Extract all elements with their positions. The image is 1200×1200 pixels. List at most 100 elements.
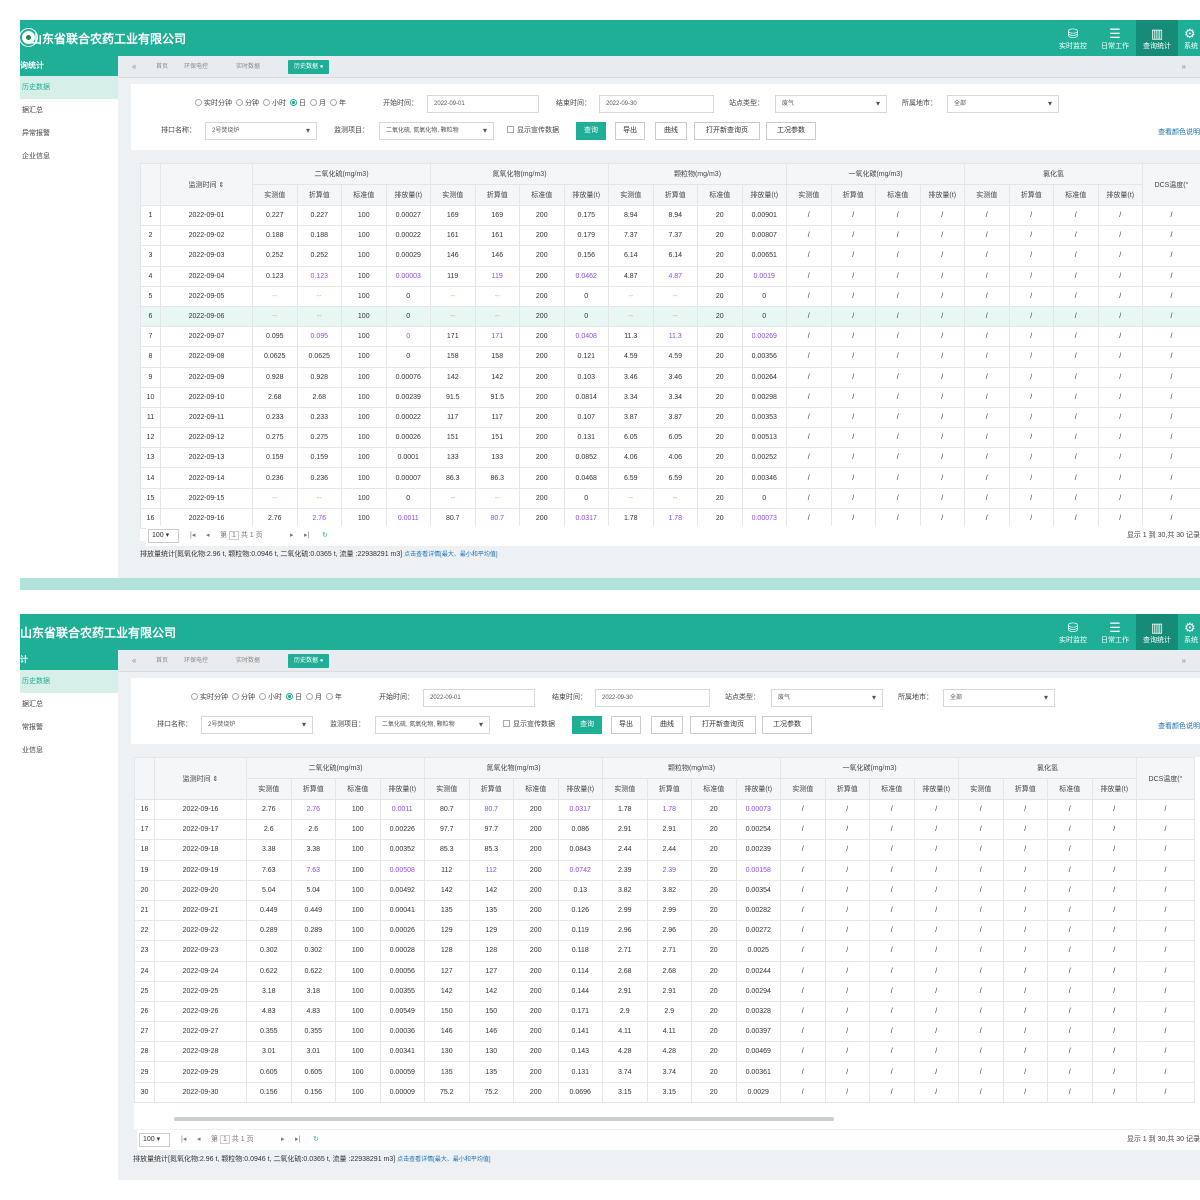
curve-button[interactable]: 曲线 — [651, 716, 683, 734]
table-row[interactable]: 20 2022-09-20 5.04 5.04 100 0.00492 142 142 200 0… — [134, 879, 1195, 901]
sidebar-item[interactable]: 据汇总 — [22, 107, 43, 114]
query-button[interactable]: 查询 — [572, 716, 602, 734]
monitor-items-select[interactable]: 二氧化硫, 氮氧化物, 颗粒物 — [375, 716, 490, 734]
sidebar-item[interactable]: 历史数据 — [20, 670, 118, 693]
table-row[interactable]: 10 2022-09-10 2.68 2.68 100 0.00239 91.5 91.5 20… — [140, 386, 1200, 408]
first-page-icon[interactable]: |◂ — [181, 1136, 187, 1143]
stats-detail-link[interactable]: 点击查看详情[最大、最小和平均值] — [397, 1157, 491, 1163]
table-row[interactable]: 12 2022-09-12 0.275 0.275 100 0.00026 151 151 20… — [140, 427, 1200, 449]
table-row[interactable]: 22 2022-09-22 0.289 0.289 100 0.00026 129 129 20… — [134, 920, 1195, 942]
table-row[interactable]: 13 2022-09-13 0.159 0.159 100 0.0001 133 133 200… — [140, 447, 1200, 469]
time-header[interactable]: 监测时间 ⇕ — [154, 757, 247, 800]
table-row[interactable]: 30 2022-09-30 0.156 0.156 100 0.00009 75.2 75.2… — [134, 1081, 1195, 1103]
table-row[interactable]: 15 2022-09-15 -- -- 100 0 -- -- 200 0 -- -- 20 0// / / /… — [140, 487, 1200, 509]
sidebar-item[interactable]: 企业信息 — [22, 153, 50, 160]
table-row[interactable]: 16 2022-09-16 2.76 2.76 100 0.0011 80.7 80.7 200… — [140, 507, 1200, 530]
radio-1[interactable] — [236, 99, 243, 106]
page-size-select[interactable]: 100 ▾ — [148, 529, 179, 543]
tab-history[interactable]: 历史数据 ● — [288, 60, 330, 74]
sidebar-item[interactable]: 业信息 — [22, 747, 43, 754]
show-promo-checkbox[interactable]: 显示宣传数据 — [507, 123, 559, 139]
topnav-gear[interactable]: ⚙ 系统 — [1178, 20, 1200, 56]
radio-3[interactable] — [286, 693, 293, 700]
radio-0[interactable] — [191, 693, 198, 700]
monitor-items-select[interactable]: 二氧化硫, 氮氧化物, 颗粒物 — [379, 122, 494, 140]
params-button[interactable]: 工况参数 — [762, 716, 812, 734]
export-button[interactable]: 导出 — [611, 716, 641, 734]
checkbox-box[interactable] — [507, 126, 514, 133]
outlet-select[interactable]: 2号焚烧炉 — [205, 122, 317, 140]
page-size-select[interactable]: 100 ▾ — [139, 1133, 170, 1147]
last-page-icon[interactable]: ▸| — [295, 1136, 301, 1143]
topnav-database[interactable]: ⛁ 实时监控 — [1052, 20, 1094, 56]
new-query-page-button[interactable]: 打开新查询页 — [694, 122, 760, 140]
next-page-icon[interactable]: ▸ — [290, 532, 294, 539]
color-legend-link[interactable]: 查看颜色说明 — [1158, 723, 1200, 730]
sidebar-item[interactable]: 异常报警 — [22, 130, 50, 137]
prev-page-icon[interactable]: ◂ — [206, 532, 210, 539]
table-row[interactable]: 18 2022-09-18 3.38 3.38 100 0.00352 85.3 85.3 20… — [134, 839, 1195, 861]
tab-env[interactable]: 环保电控 — [184, 64, 209, 70]
start-time-input[interactable]: 2022-09-01 — [427, 95, 539, 113]
tab-home[interactable]: 首页 — [156, 658, 169, 664]
table-row[interactable]: 8 2022-09-08 0.0625 0.0625 100 0 158 158 200 0.12… — [140, 346, 1200, 368]
tab-home[interactable]: 首页 — [156, 64, 169, 70]
table-row[interactable]: 5 2022-09-05 -- -- 100 0 -- -- 200 0 -- -- 20 0// / / / /… — [140, 285, 1200, 307]
tab-next-icon[interactable]: » — [1181, 656, 1186, 665]
radio-2[interactable] — [263, 99, 270, 106]
table-row[interactable]: 6 2022-09-06 -- -- 100 0 -- -- 200 0 -- -- 20 0// / / / /… — [140, 305, 1200, 328]
table-row[interactable]: 23 2022-09-23 0.302 0.302 100 0.00028 128 128 20… — [134, 940, 1195, 962]
table-row[interactable]: 25 2022-09-25 3.18 3.18 100 0.00355 142 142 200 0… — [134, 980, 1195, 1002]
topnav-server[interactable]: ☰ 日常工作 — [1094, 614, 1136, 650]
tab-env[interactable]: 环保电控 — [184, 658, 209, 664]
radio-1[interactable] — [232, 693, 239, 700]
station-type-select[interactable]: 废气 — [771, 689, 883, 707]
table-row[interactable]: 4 2022-09-04 0.123 0.123 100 0.00003 119 119 200… — [140, 265, 1200, 287]
outlet-select[interactable]: 2号焚烧炉 — [201, 716, 313, 734]
color-legend-link[interactable]: 查看颜色说明 — [1158, 129, 1200, 136]
first-page-icon[interactable]: |◂ — [190, 532, 196, 539]
stats-detail-link[interactable]: 点击查看详情[最大、最小和平均值] — [404, 552, 498, 558]
topnav-chart[interactable]: ▥ 查询统计 — [1136, 614, 1178, 650]
table-row[interactable]: 28 2022-09-28 3.01 3.01 100 0.00341 130 130 200 0… — [134, 1041, 1195, 1063]
tab-realtime[interactable]: 实时数据 — [236, 64, 261, 70]
checkbox-box[interactable] — [503, 720, 510, 727]
sidebar-item[interactable]: 历史数据 — [20, 76, 118, 99]
radio-2[interactable] — [259, 693, 266, 700]
radio-5[interactable] — [326, 693, 333, 700]
table-row[interactable]: 7 2022-09-07 0.095 0.095 100 0 171 171 200 0.0408… — [140, 326, 1200, 348]
station-type-select[interactable]: 废气 — [775, 95, 887, 113]
next-page-icon[interactable]: ▸ — [281, 1136, 285, 1143]
table-row[interactable]: 27 2022-09-27 0.355 0.355 100 0.00036 146 146 20… — [134, 1021, 1195, 1043]
radio-4[interactable] — [306, 693, 313, 700]
sort-icon[interactable]: ⇕ — [212, 775, 219, 783]
sidebar-item[interactable]: 常报警 — [22, 724, 43, 731]
topnav-database[interactable]: ⛁ 实时监控 — [1052, 614, 1094, 650]
radio-5[interactable] — [330, 99, 337, 106]
table-row[interactable]: 3 2022-09-03 0.252 0.252 100 0.00029 146 146 200… — [140, 245, 1200, 267]
horizontal-scrollbar[interactable] — [174, 1117, 834, 1121]
radio-0[interactable] — [195, 99, 202, 106]
table-row[interactable]: 2 2022-09-02 0.188 0.188 100 0.00022 161 161 200… — [140, 225, 1200, 247]
radio-4[interactable] — [310, 99, 317, 106]
tab-prev-icon[interactable]: « — [132, 62, 137, 71]
end-time-input[interactable]: 2022-09-30 — [595, 689, 710, 707]
show-promo-checkbox[interactable]: 显示宣传数据 — [503, 717, 555, 733]
topnav-chart[interactable]: ▥ 查询统计 — [1136, 20, 1178, 56]
sidebar-item[interactable]: 据汇总 — [22, 701, 43, 708]
table-row[interactable]: 26 2022-09-26 4.83 4.83 100 0.00549 150 150 200 0… — [134, 1000, 1195, 1023]
topnav-gear[interactable]: ⚙ 系统 — [1178, 614, 1200, 650]
sort-icon[interactable]: ⇕ — [218, 181, 225, 189]
last-page-icon[interactable]: ▸| — [304, 532, 310, 539]
prev-page-icon[interactable]: ◂ — [197, 1136, 201, 1143]
page-input[interactable]: 1 — [228, 531, 239, 540]
time-header[interactable]: 监测时间 ⇕ — [160, 163, 253, 206]
start-time-input[interactable]: 2022-09-01 — [423, 689, 535, 707]
tab-realtime[interactable]: 实时数据 — [236, 658, 261, 664]
city-select[interactable]: 全部 — [943, 689, 1055, 707]
table-row[interactable]: 11 2022-09-11 0.233 0.233 100 0.00022 117 117 20… — [140, 406, 1200, 429]
table-row[interactable]: 9 2022-09-09 0.928 0.928 100 0.00076 142 142 200… — [140, 366, 1200, 388]
export-button[interactable]: 导出 — [615, 122, 645, 140]
query-button[interactable]: 查询 — [576, 122, 606, 140]
new-query-page-button[interactable]: 打开新查询页 — [690, 716, 756, 734]
